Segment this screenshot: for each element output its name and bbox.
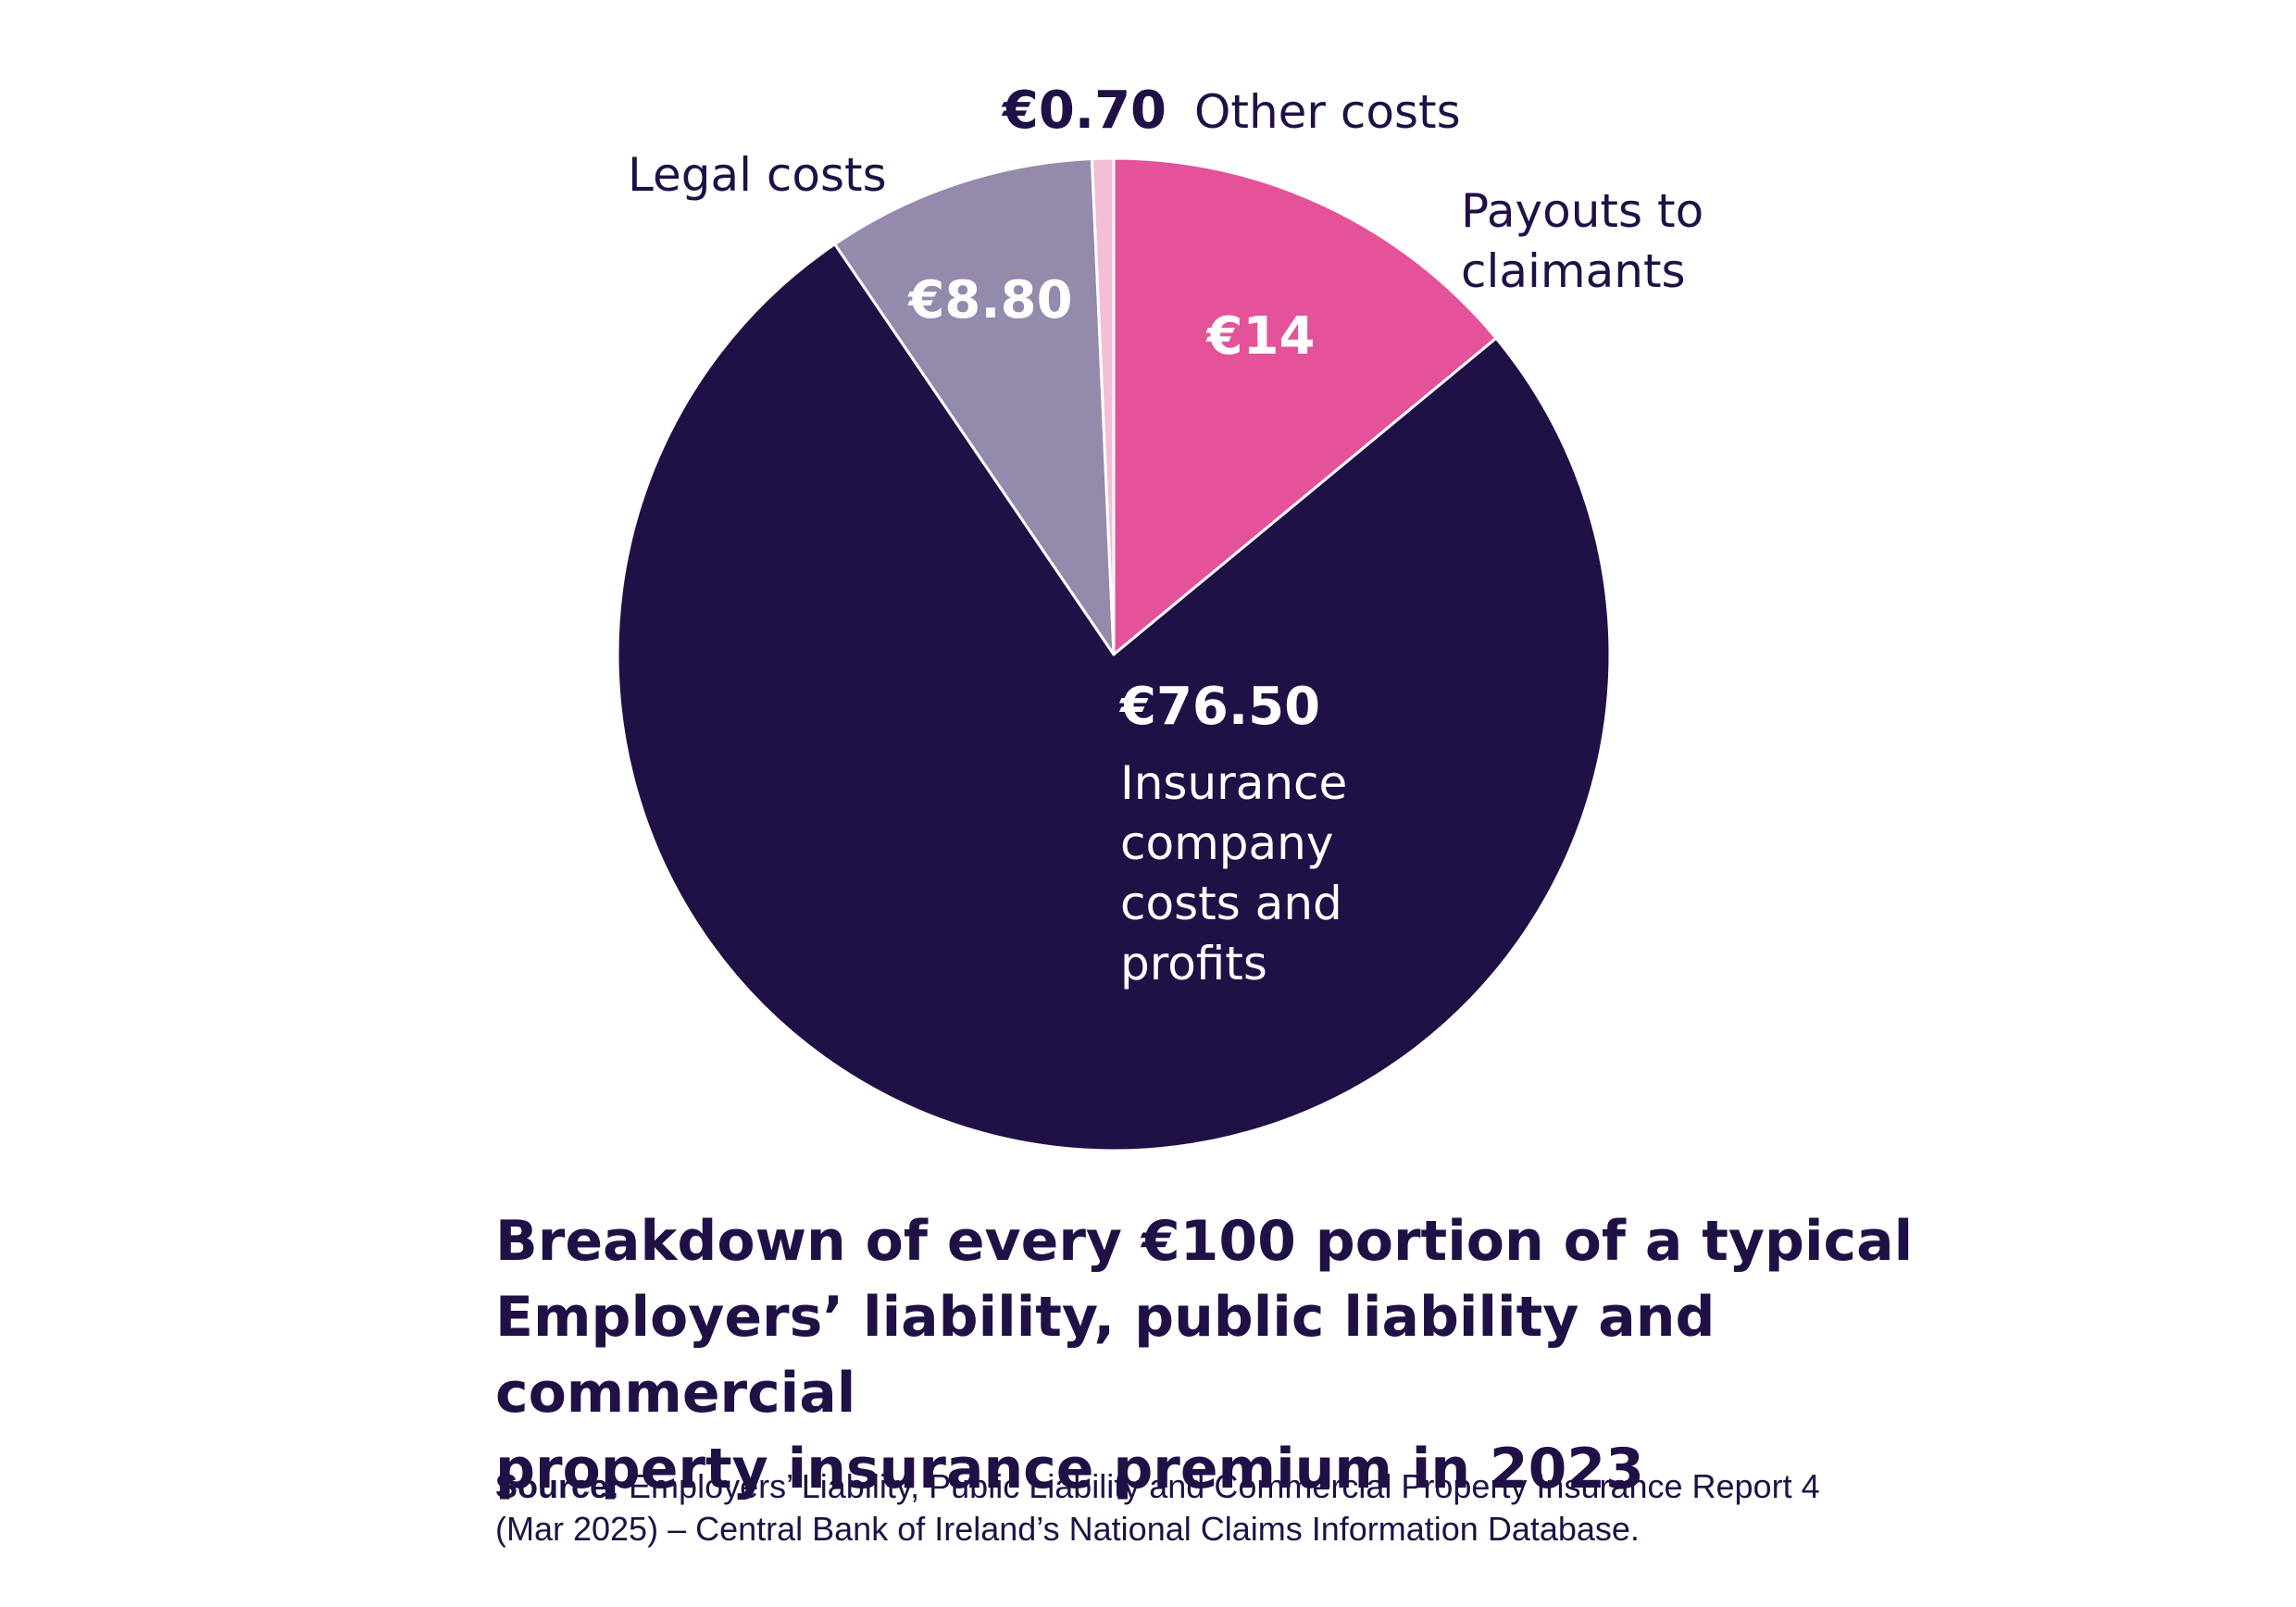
title-line-3: property insurance premium in 2023 [495, 1437, 1644, 1501]
source-text-line1: Employers’ Liability, Public Liability a… [629, 1467, 1820, 1505]
category-label-insurance-line3: costs and [1120, 877, 1342, 930]
pie-chart: €14 €76.50 €8.80 €0.70 Payouts to claima… [616, 81, 1703, 1152]
value-label-legal: €8.80 [906, 270, 1072, 330]
title-line-1: Breakdown of every €100 portion of a typ… [495, 1209, 1914, 1274]
category-label-payouts-line2: claimants [1461, 244, 1686, 298]
pie-slice-insurance [616, 243, 1612, 1152]
category-label-legal: Legal costs [628, 148, 887, 202]
chart-title: Breakdown of every €100 portion of a typ… [495, 1203, 2069, 1507]
category-label-other: Other costs [1194, 85, 1461, 139]
category-label-insurance-line2: company [1120, 816, 1333, 870]
pie-slice-legal [833, 157, 1116, 656]
category-label-payouts-line1: Payouts to [1461, 184, 1703, 238]
value-label-payouts: €14 [1205, 306, 1316, 367]
pie-slice-payouts [1112, 156, 1498, 656]
source-note: Source: Employers’ Liability, Public Liab… [495, 1465, 1977, 1551]
value-label-other: €0.70 [1001, 81, 1167, 141]
category-label-insurance-line1: Insurance [1120, 756, 1347, 810]
source-text-line2: (Mar 2025) – Central Bank of Ireland’s N… [495, 1510, 1640, 1548]
category-label-insurance-line4: profits [1120, 937, 1267, 990]
pie-slice-other [1090, 156, 1116, 656]
value-label-insurance: €76.50 [1118, 677, 1320, 737]
title-line-2: Employers’ liability, public liability a… [495, 1285, 1716, 1426]
source-prefix: Source: [495, 1467, 620, 1505]
